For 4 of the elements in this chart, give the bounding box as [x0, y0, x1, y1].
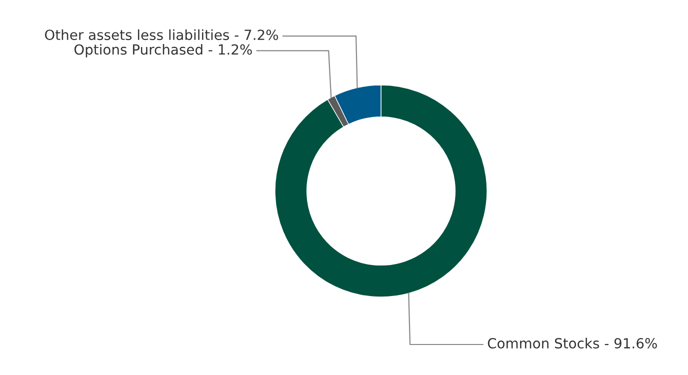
slice-label: Options Purchased - 1.2% — [74, 44, 252, 58]
donut-slice — [274, 84, 488, 298]
slice-label: Common Stocks - 91.6% — [488, 338, 657, 349]
slice-label: Other assets less liabilities - 7.2% — [44, 29, 278, 40]
